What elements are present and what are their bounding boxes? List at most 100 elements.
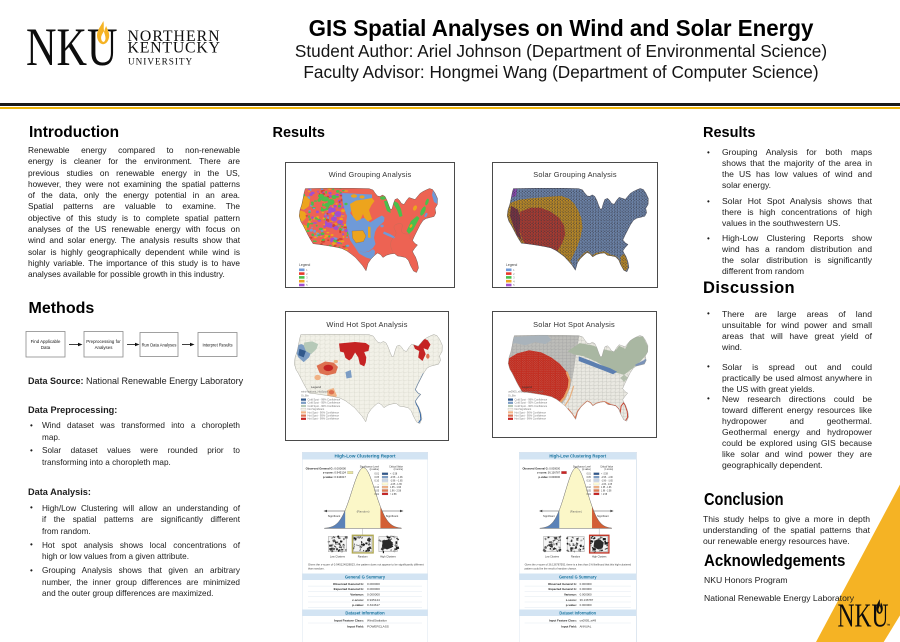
svg-text:Cold Spot - 99% Confidence: Cold Spot - 99% Confidence <box>308 398 341 402</box>
svg-text:Expected General G:: Expected General G: <box>334 587 364 591</box>
svg-text:™: ™ <box>886 623 891 628</box>
svg-text:High-Low Clustering Report: High-Low Clustering Report <box>550 453 607 458</box>
svg-text:NORTHERN: NORTHERN <box>128 28 221 45</box>
svg-text:z-score: 36.136787: z-score: 36.136787 <box>537 470 560 474</box>
svg-text:Not Significant: Not Significant <box>515 407 532 411</box>
svg-text:Expected General G:: Expected General G: <box>549 587 577 591</box>
svg-text:NKU: NKU <box>838 597 889 634</box>
svg-text:Input Feature Class:: Input Feature Class: <box>334 618 364 622</box>
svg-text:2: 2 <box>513 272 515 276</box>
svg-text:0.000000: 0.000000 <box>367 592 380 596</box>
svg-text:-2.58 - -1.96: -2.58 - -1.96 <box>390 477 403 479</box>
svg-text:Solar Hot Spot Analysis: Solar Hot Spot Analysis <box>533 320 615 329</box>
svg-text:us0905_st49: us0905_st49 <box>580 618 597 622</box>
svg-text:0.000000: 0.000000 <box>580 587 592 591</box>
svg-text:3: 3 <box>513 276 515 280</box>
svg-text:Cold Spot - 90% Confidence: Cold Spot - 90% Confidence <box>515 404 548 408</box>
svg-text:wind-stations_HotSpots: wind-stations_HotSpots <box>301 390 329 394</box>
svg-text:ANNUAL: ANNUAL <box>580 624 592 628</box>
svg-text:1: 1 <box>306 268 308 272</box>
svg-text:0.000000: 0.000000 <box>580 602 592 606</box>
svg-text:p-value:: p-value: <box>566 602 577 606</box>
svg-text:p-value: 0.000000: p-value: 0.000000 <box>539 474 561 478</box>
svg-text:z-score:: z-score: <box>352 597 364 601</box>
svg-text:(p-value): (p-value) <box>370 468 380 471</box>
svg-text:Cold Spot - 99% Confidence: Cold Spot - 99% Confidence <box>515 398 548 402</box>
svg-text:Hot Spot - 90% Confidence: Hot Spot - 90% Confidence <box>308 410 340 414</box>
svg-text:1: 1 <box>513 268 515 272</box>
svg-text:(z-score): (z-score) <box>605 468 614 470</box>
svg-text:Gi_Bin: Gi_Bin <box>508 394 516 398</box>
svg-text:Input Field:: Input Field: <box>562 624 578 628</box>
svg-text:Dataset Information: Dataset Information <box>560 610 597 615</box>
svg-text:Critical Value: Critical Value <box>601 465 615 468</box>
svg-text:0.10: 0.10 <box>587 480 592 482</box>
svg-text:Legend: Legend <box>299 263 310 267</box>
svg-text:4: 4 <box>306 279 308 283</box>
svg-text:Significance Level: Significance Level <box>573 466 591 468</box>
svg-text:0.05: 0.05 <box>375 477 380 479</box>
svg-text:Significance Level: Significance Level <box>360 465 380 468</box>
svg-text:0.000000: 0.000000 <box>367 581 380 585</box>
svg-text:--: -- <box>590 483 592 485</box>
svg-text:Wind Grouping Analysis: Wind Grouping Analysis <box>329 170 412 179</box>
svg-text:Low Clusters: Low Clusters <box>330 554 346 558</box>
svg-text:Critical Value: Critical Value <box>389 465 404 468</box>
svg-text:Analyses: Analyses <box>95 345 114 350</box>
svg-text:Observed General G: 0.000000: Observed General G: 0.000000 <box>306 466 347 470</box>
svg-text:Significant: Significant <box>597 513 609 517</box>
svg-text:Random: Random <box>571 555 580 558</box>
svg-text:Cold Spot - 90% Confidence: Cold Spot - 90% Confidence <box>308 404 341 408</box>
svg-text:us0905_s850_Dissolved_HotS: us0905_s850_Dissolved_HotS <box>508 390 544 394</box>
svg-text:Solar Grouping Analysis: Solar Grouping Analysis <box>533 170 617 179</box>
svg-text:0.05: 0.05 <box>587 490 592 492</box>
svg-text:1.96 - 2.58: 1.96 - 2.58 <box>390 490 402 492</box>
svg-text:(Random): (Random) <box>357 509 370 513</box>
svg-text:Input Feature Class:: Input Feature Class: <box>549 618 577 622</box>
svg-text:0.10: 0.10 <box>587 487 592 489</box>
svg-text:0.05: 0.05 <box>375 490 380 492</box>
svg-text:0.01: 0.01 <box>375 493 380 495</box>
svg-text:Significant: Significant <box>543 513 555 517</box>
svg-text:High Clusters: High Clusters <box>592 555 607 558</box>
svg-text:1.65 - 1.96: 1.65 - 1.96 <box>601 487 612 489</box>
svg-text:-2.58 - -1.96: -2.58 - -1.96 <box>601 477 613 479</box>
svg-text:3: 3 <box>306 276 308 280</box>
svg-text:Hot Spot - 90% Confidence: Hot Spot - 90% Confidence <box>515 410 547 414</box>
svg-text:0.000000: 0.000000 <box>367 587 380 591</box>
svg-text:36.136787: 36.136787 <box>580 597 594 601</box>
svg-text:(p-value): (p-value) <box>582 468 591 470</box>
svg-text:p-value: 0.344617: p-value: 0.344617 <box>323 474 347 478</box>
svg-text:Find Applicable: Find Applicable <box>31 339 61 344</box>
svg-text:Observed General G:: Observed General G: <box>333 581 364 585</box>
svg-text:Random: Random <box>358 554 368 558</box>
svg-text:High Clusters: High Clusters <box>380 554 396 558</box>
svg-text:Hot Spot - 95% Confidence: Hot Spot - 95% Confidence <box>308 414 340 418</box>
svg-text:0.10: 0.10 <box>375 487 380 489</box>
svg-text:Observed General G: 0.000000: Observed General G: 0.000000 <box>523 466 561 470</box>
svg-text:General G Summary: General G Summary <box>559 574 597 579</box>
svg-text:--: -- <box>377 483 379 485</box>
svg-text:General G Summary: General G Summary <box>345 574 386 579</box>
svg-text:Input Field:: Input Field: <box>347 624 364 628</box>
svg-text:Data: Data <box>41 345 51 350</box>
svg-text:KENTUCKY: KENTUCKY <box>128 40 221 57</box>
svg-text:Cold Spot - 95% Confidence: Cold Spot - 95% Confidence <box>308 401 341 405</box>
svg-text:Variance:: Variance: <box>350 592 364 596</box>
svg-text:Observed General G:: Observed General G: <box>548 581 577 585</box>
svg-text:Interpret Results: Interpret Results <box>202 343 232 348</box>
svg-text:Hot Spot - 95% Confidence: Hot Spot - 95% Confidence <box>515 414 547 418</box>
svg-text:0.344617: 0.344617 <box>367 603 380 607</box>
svg-text:0.01: 0.01 <box>587 493 592 495</box>
svg-text:NKU: NKU <box>26 19 118 78</box>
svg-text:-1.96 - -1.65: -1.96 - -1.65 <box>601 480 613 482</box>
svg-text:WindStatlatlon: WindStatlatlon <box>367 618 387 622</box>
svg-text:UNIVERSITY: UNIVERSITY <box>128 56 193 66</box>
svg-text:(Random): (Random) <box>570 509 582 513</box>
svg-text:Dataset Information: Dataset Information <box>345 610 385 615</box>
svg-text:> 2.58: > 2.58 <box>601 492 608 495</box>
svg-text:> 2.58: > 2.58 <box>390 492 397 495</box>
svg-text:Gi_Bin: Gi_Bin <box>301 394 309 398</box>
svg-text:Legend: Legend <box>522 385 532 389</box>
svg-text:z-score:: z-score: <box>566 597 577 601</box>
